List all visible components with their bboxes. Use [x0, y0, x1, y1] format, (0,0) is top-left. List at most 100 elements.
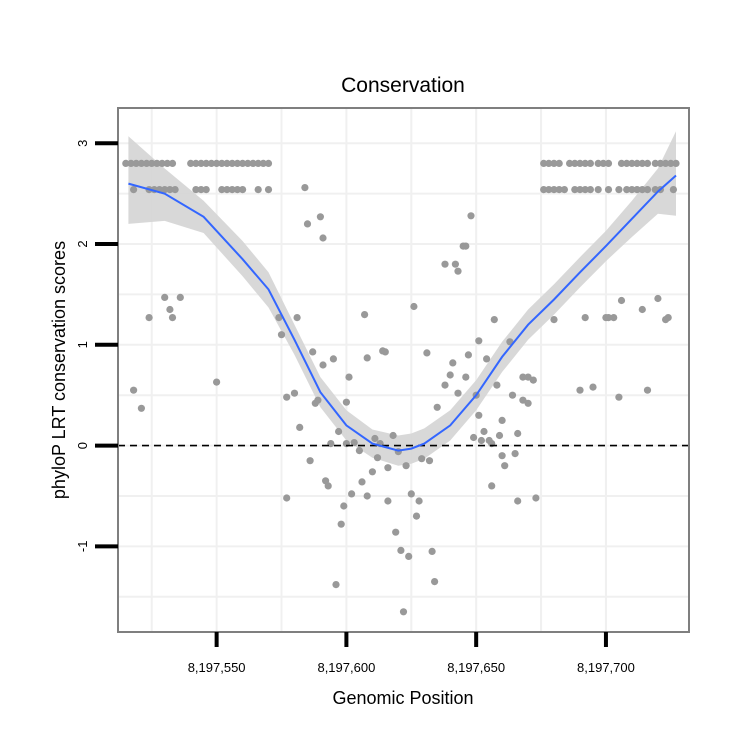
data-point: [381, 348, 389, 356]
data-point: [441, 260, 449, 268]
data-point: [617, 159, 626, 167]
data-point: [148, 159, 156, 167]
data-point: [371, 434, 379, 443]
data-point: [335, 427, 343, 436]
data-point: [132, 159, 140, 167]
data-point: [389, 431, 397, 440]
data-point: [296, 423, 304, 431]
data-point: [197, 159, 205, 167]
data-point: [314, 396, 322, 404]
data-point: [643, 159, 652, 167]
data-point: [560, 186, 569, 194]
data-point: [402, 462, 410, 470]
data-point: [161, 186, 169, 194]
data-point: [462, 373, 470, 381]
data-point: [423, 349, 431, 357]
data-point: [586, 186, 595, 194]
data-points-layer: [122, 159, 680, 616]
data-point: [412, 512, 421, 520]
data-point: [373, 454, 382, 462]
data-point: [576, 386, 584, 394]
data-point: [638, 305, 646, 314]
data-point: [130, 186, 138, 194]
data-point: [529, 376, 537, 384]
data-point: [470, 433, 478, 442]
data-point: [571, 186, 579, 194]
data-point: [519, 396, 527, 404]
data-point: [244, 159, 252, 167]
data-point: [550, 316, 558, 324]
data-point: [363, 354, 371, 362]
data-point: [514, 429, 522, 438]
data-point: [392, 528, 400, 536]
x-axis-ticks: 8,197,550 8,197,600 8,197,650 8,197,700: [188, 632, 635, 675]
data-point: [428, 547, 436, 556]
data-point: [418, 455, 426, 463]
data-point: [454, 389, 462, 397]
data-point: [483, 355, 491, 363]
data-point: [192, 159, 200, 167]
data-point: [623, 186, 631, 194]
data-point: [576, 186, 584, 194]
data-point: [643, 186, 652, 194]
data-point: [589, 383, 597, 391]
x-tick-label: 8,197,600: [317, 660, 375, 675]
data-point: [524, 373, 532, 381]
y-tick-label: 1: [75, 341, 90, 348]
y-tick-label: -1: [75, 541, 90, 553]
data-point: [514, 497, 522, 505]
data-point: [581, 159, 589, 167]
data-point: [475, 411, 483, 419]
data-point: [158, 159, 166, 167]
data-point: [555, 186, 563, 194]
data-point: [137, 404, 145, 412]
data-point: [319, 361, 327, 369]
data-point: [233, 186, 241, 194]
data-point: [488, 482, 496, 490]
data-point: [664, 314, 672, 322]
data-point: [633, 159, 641, 167]
data-point: [143, 159, 151, 167]
data-point: [301, 184, 309, 192]
data-point: [218, 159, 226, 167]
data-point: [508, 391, 517, 399]
data-point: [550, 186, 558, 194]
data-point: [604, 159, 613, 167]
data-point: [594, 186, 602, 194]
data-point: [283, 494, 291, 502]
data-point: [363, 492, 371, 500]
plot-panel-border: [117, 107, 690, 633]
data-point: [337, 520, 345, 528]
data-point: [345, 373, 353, 381]
data-point: [475, 337, 483, 345]
y-tick-label: 0: [75, 442, 90, 449]
data-point: [643, 386, 652, 394]
data-point: [454, 267, 462, 275]
data-point: [615, 393, 623, 401]
data-point: [145, 314, 153, 322]
data-point: [384, 497, 392, 505]
data-point: [153, 159, 161, 167]
data-point: [410, 302, 418, 311]
data-point: [581, 314, 589, 322]
data-point: [329, 355, 337, 363]
data-point: [586, 159, 595, 167]
data-point: [259, 159, 267, 167]
data-point: [348, 490, 356, 498]
data-point: [654, 294, 662, 303]
data-point: [163, 159, 171, 167]
data-point: [615, 186, 623, 194]
grid-lines: [118, 108, 689, 632]
y-tick-label: 2: [75, 240, 90, 247]
data-point: [604, 186, 613, 194]
data-point: [451, 260, 459, 268]
x-tick-label: 8,197,700: [577, 660, 635, 675]
data-point: [223, 159, 231, 167]
data-point: [493, 381, 501, 389]
data-point: [617, 296, 626, 305]
data-point: [384, 464, 392, 472]
data-point: [218, 186, 226, 194]
data-point: [425, 457, 434, 465]
y-tick-label: 3: [75, 140, 90, 147]
